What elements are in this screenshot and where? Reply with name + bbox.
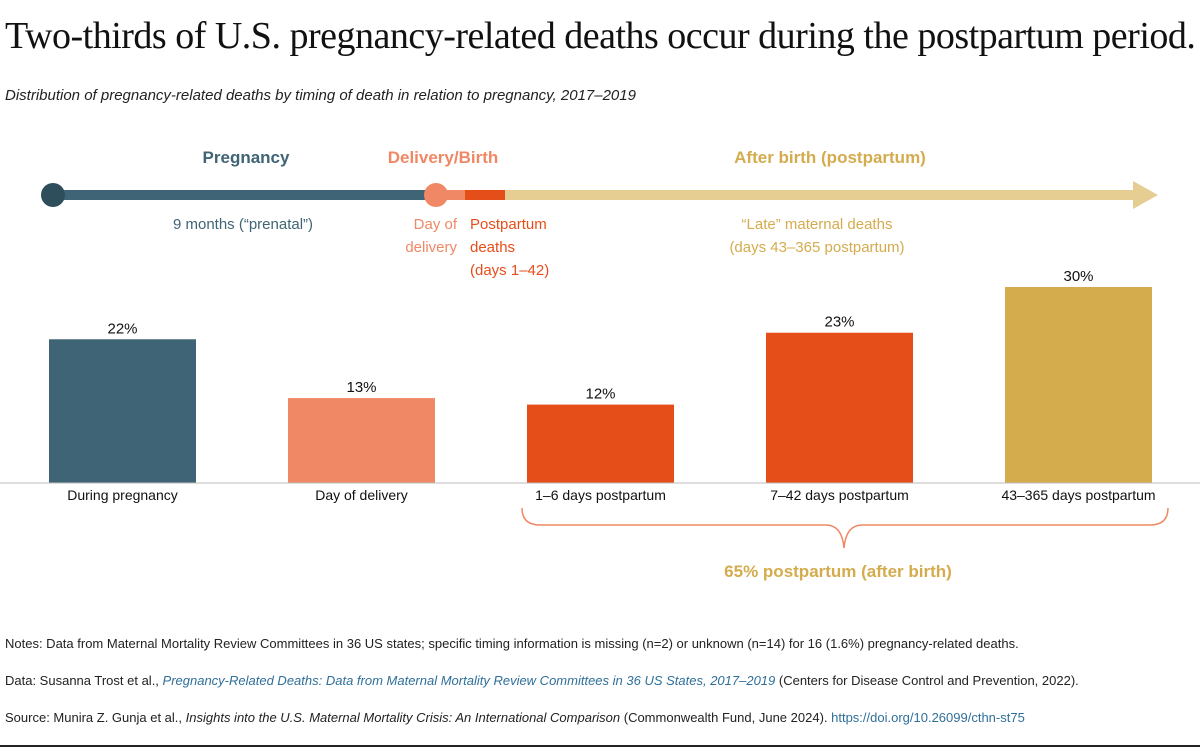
timeline-postpartum-segment [465, 190, 505, 200]
data-prefix: Data: Susanna Trost et al., [5, 673, 163, 688]
timeline-after-label: After birth (postpartum) [734, 148, 926, 167]
data-label-4: 30% [1063, 268, 1093, 285]
category-label-1: Day of delivery [315, 487, 408, 503]
timeline-start-dot [41, 183, 65, 207]
bar-3 [766, 332, 913, 483]
category-label-0: During pregnancy [67, 487, 178, 503]
category-label-4: 43–365 days postpartum [1001, 487, 1155, 503]
source-credit: Source: Munira Z. Gunja et al., Insights… [5, 710, 1025, 725]
timeline-arrow-icon [1133, 181, 1158, 209]
timeline-pregnancy-segment [52, 190, 437, 200]
timeline-pp-2: deaths [470, 239, 515, 256]
timeline-late-segment [505, 190, 1135, 200]
bottom-rule [0, 745, 1200, 747]
source-prefix: Source: Munira Z. Gunja et al., [5, 710, 186, 725]
bar-4 [1005, 287, 1152, 483]
category-label-2: 1–6 days postpartum [535, 487, 666, 503]
category-label-3: 7–42 days postpartum [770, 487, 909, 503]
bars: 22% During pregnancy 13% Day of delivery 12%… [49, 268, 1156, 503]
data-label-1: 13% [346, 379, 376, 396]
data-suffix: (Centers for Disease Control and Prevent… [775, 673, 1079, 688]
source-doi-link[interactable]: https://doi.org/10.26099/cthn-st75 [831, 710, 1025, 725]
bar-1 [288, 398, 435, 483]
data-label-0: 22% [107, 320, 137, 337]
chart-subtitle: Distribution of pregnancy-related deaths… [5, 87, 636, 104]
timeline-pp-3: (days 1–42) [470, 262, 549, 279]
timeline-late-2: (days 43–365 postpartum) [729, 239, 904, 256]
notes-text: Notes: Data from Maternal Mortality Revi… [5, 636, 1019, 651]
source-suffix: (Commonwealth Fund, June 2024). [620, 710, 832, 725]
timeline-pp-1: Postpartum [470, 216, 547, 233]
timeline-day-of-2: delivery [405, 239, 457, 256]
data-credit: Data: Susanna Trost et al., Pregnancy-Re… [5, 673, 1079, 688]
source-title: Insights into the U.S. Maternal Mortalit… [185, 710, 621, 725]
chart-title: Two-thirds of U.S. pregnancy-related dea… [5, 15, 1196, 57]
bar-0 [49, 339, 196, 483]
timeline: Pregnancy Delivery/Birth After birth (po… [41, 148, 1158, 279]
timeline-delivery-label: Delivery/Birth [388, 148, 499, 167]
timeline-late-1: “Late” maternal deaths [742, 216, 893, 233]
postpartum-brace [521, 507, 1169, 549]
timeline-day-of-1: Day of [414, 216, 458, 233]
data-label-2: 12% [585, 386, 615, 403]
timeline-prenatal-note: 9 months (“prenatal”) [173, 216, 313, 233]
timeline-delivery-segment [437, 190, 465, 200]
timeline-delivery-dot [424, 183, 448, 207]
bar-2 [527, 404, 674, 483]
postpartum-annotation: 65% postpartum (after birth) [724, 562, 952, 581]
timeline-pregnancy-label: Pregnancy [203, 148, 290, 167]
data-label-3: 23% [824, 314, 854, 331]
data-title-link[interactable]: Pregnancy-Related Deaths: Data from Mate… [162, 673, 776, 688]
